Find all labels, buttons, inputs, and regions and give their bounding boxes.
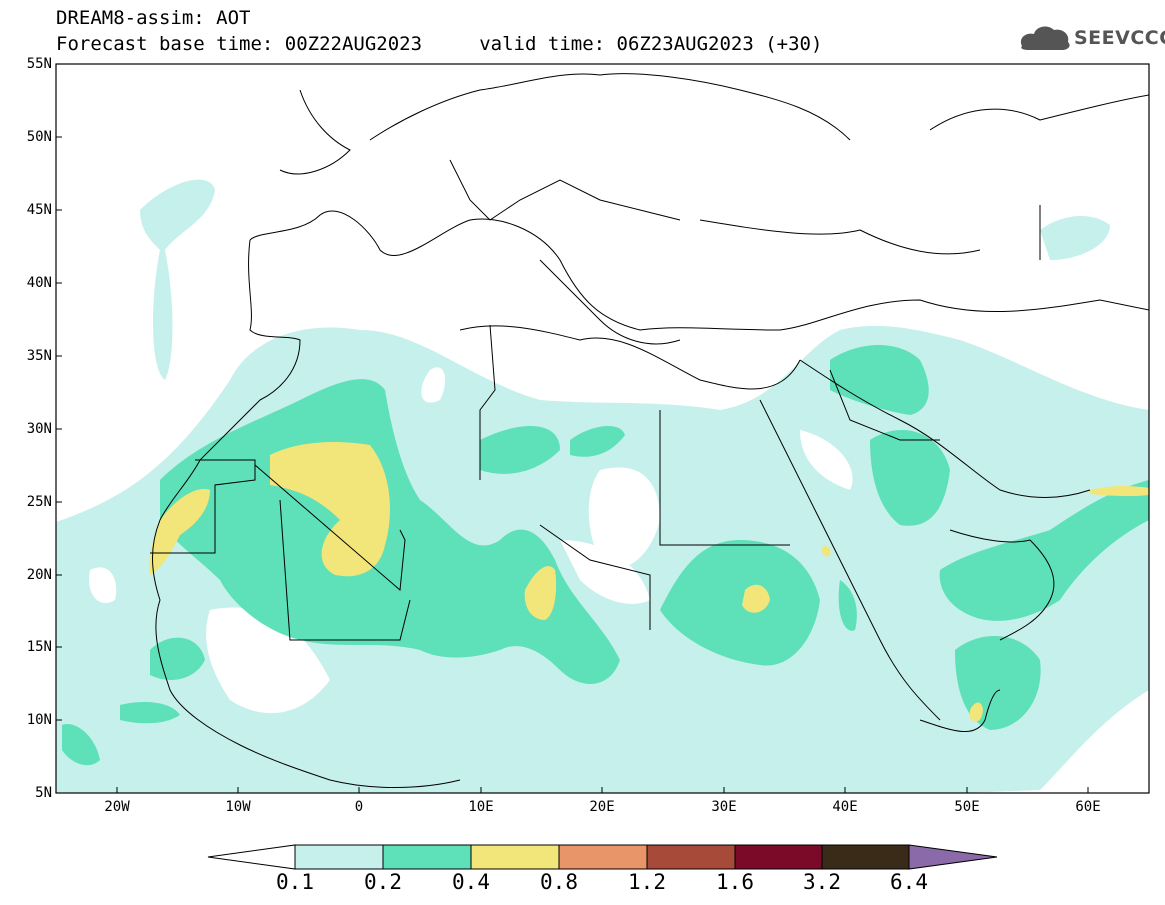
seevccc-logo-icon bbox=[1020, 26, 1070, 50]
colorbar-label: 0.8 bbox=[540, 870, 578, 894]
lon-label: 10W bbox=[225, 799, 251, 815]
lat-label: 20N bbox=[26, 567, 52, 583]
colorbar-label: 0.2 bbox=[364, 870, 402, 894]
colorbar-segment-below bbox=[207, 844, 296, 870]
colorbar-label: 1.2 bbox=[628, 870, 666, 894]
lat-label: 45N bbox=[26, 202, 52, 218]
lon-label: 0 bbox=[354, 799, 364, 815]
colorbar-label: 6.4 bbox=[890, 870, 928, 894]
lon-label: 50E bbox=[954, 799, 980, 815]
lon-label: 10E bbox=[468, 799, 494, 815]
colorbar-label: 0.4 bbox=[452, 870, 490, 894]
lon-label: 20E bbox=[589, 799, 615, 815]
logo-text: SEEVCCC bbox=[1074, 27, 1165, 49]
map-subtitle: Forecast base time: 00Z22AUG2023 valid t… bbox=[56, 33, 823, 55]
map-title: DREAM8-assim: AOT bbox=[56, 7, 251, 29]
aot-level-0.4 bbox=[149, 442, 1149, 722]
lon-label: 40E bbox=[832, 799, 858, 815]
colorbar-label: 1.6 bbox=[716, 870, 754, 894]
borders bbox=[150, 73, 1149, 788]
colorbar-label: 0.1 bbox=[276, 870, 314, 894]
lat-label: 35N bbox=[26, 348, 52, 364]
lat-label: 10N bbox=[26, 712, 52, 728]
colorbar-label: 3.2 bbox=[803, 870, 841, 894]
lat-label: 25N bbox=[26, 494, 52, 510]
lat-label: 15N bbox=[26, 639, 52, 655]
colorbar bbox=[207, 844, 998, 870]
lat-label: 5N bbox=[35, 785, 52, 801]
lat-label: 55N bbox=[26, 56, 52, 72]
lon-label: 30E bbox=[711, 799, 737, 815]
lat-label: 30N bbox=[26, 421, 52, 437]
colorbar-segment-above bbox=[908, 844, 998, 870]
axis-ticks bbox=[56, 63, 1089, 793]
lat-label: 50N bbox=[26, 129, 52, 145]
lat-label: 40N bbox=[26, 275, 52, 291]
lon-label: 20W bbox=[104, 799, 130, 815]
lon-label: 60E bbox=[1075, 799, 1101, 815]
